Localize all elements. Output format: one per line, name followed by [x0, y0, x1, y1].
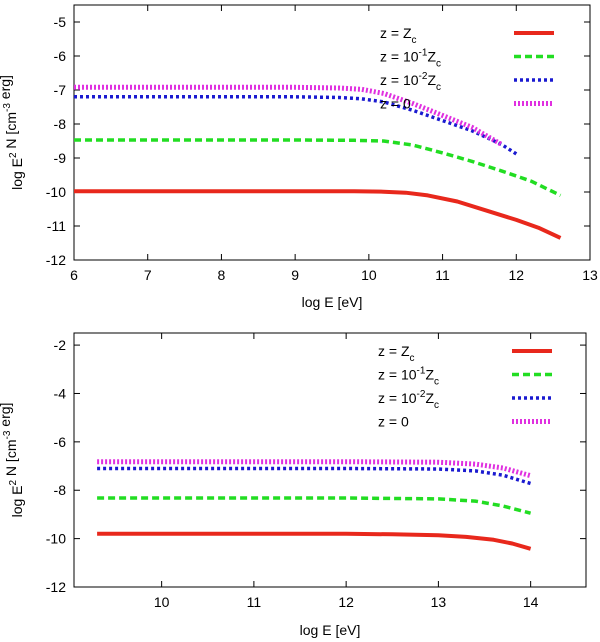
legend-label-2: z = 10-1Zc: [378, 366, 439, 388]
y-tick-label: -11: [47, 218, 66, 234]
series-line-3: [97, 466, 532, 486]
series-line-4: [97, 459, 532, 479]
y-tick-label: -6: [54, 434, 67, 450]
x-tick-label: 8: [218, 267, 226, 283]
legend-label-4: z = 0: [378, 414, 409, 430]
legend-label-4: z = 0: [380, 96, 411, 112]
x-tick-label: 9: [291, 267, 299, 283]
x-tick-label: 14: [523, 594, 539, 610]
chart-bottom: 10 11 12 13 14 -12 -10 -8 -6 -4 -2 log E [eV] log E²…: [0, 332, 587, 638]
plot-frame: [73, 332, 587, 588]
y-tick-label: -6: [54, 48, 67, 64]
y-tick-label: -8: [54, 482, 67, 498]
y-tick-label: -9: [54, 150, 67, 166]
series-line-1: [97, 531, 532, 551]
x-tick-label: 6: [70, 267, 78, 283]
x-axis-label: log E [eV]: [302, 294, 363, 310]
x-tick-label: 10: [361, 267, 377, 283]
y-tick-label: -12: [46, 252, 66, 268]
series-line-1: [74, 189, 562, 240]
y-tick-label: -2: [54, 337, 67, 353]
x-tick-label: 7: [144, 267, 152, 283]
x-tick-label: 13: [431, 594, 447, 610]
legend-label-1: z = Zc: [378, 343, 415, 364]
x-tick-label: 11: [435, 267, 450, 283]
x-tick-label: 12: [508, 267, 524, 283]
y-axis-label: log E² N [cm⁻³ erg]log E2 N [cm-3 erg]: [0, 75, 25, 190]
y-tick-label: -10: [46, 531, 66, 547]
legend-label-2: z = 10-1Zc: [380, 48, 441, 70]
y-tick-label: -4: [54, 385, 67, 401]
legend-label-1: z = Zc: [380, 25, 417, 46]
x-tick-label: 12: [338, 594, 354, 610]
y-tick-label: -7: [54, 82, 67, 98]
y-tick-label: -5: [54, 14, 67, 30]
legend-label-3: z = 10-2Zc: [378, 389, 439, 411]
x-tick-label: 11: [247, 594, 262, 610]
chart-top: 6 7 8 9 10 11 12 13 -12 -11 -10 -9 -8 -7 -6 -5 log E [eV…: [0, 4, 598, 310]
y-tick-label: -8: [54, 116, 67, 132]
y-tick-label: -12: [46, 579, 66, 595]
legend-label-3: z = 10-2Zc: [380, 71, 441, 93]
y-tick-label: -10: [46, 184, 66, 200]
plot-frame: [73, 4, 591, 261]
x-tick-label: 10: [154, 594, 170, 610]
series-line-2: [97, 496, 532, 515]
y-axis-label: log E² N [cm⁻³ erg]log E2 N [cm-3 erg]: [0, 403, 25, 518]
series-line-4: [74, 84, 503, 147]
x-axis-label: log E [eV]: [300, 622, 361, 638]
series-line-3: [74, 95, 518, 156]
series-line-2: [74, 138, 562, 197]
x-tick-label: 13: [582, 267, 598, 283]
